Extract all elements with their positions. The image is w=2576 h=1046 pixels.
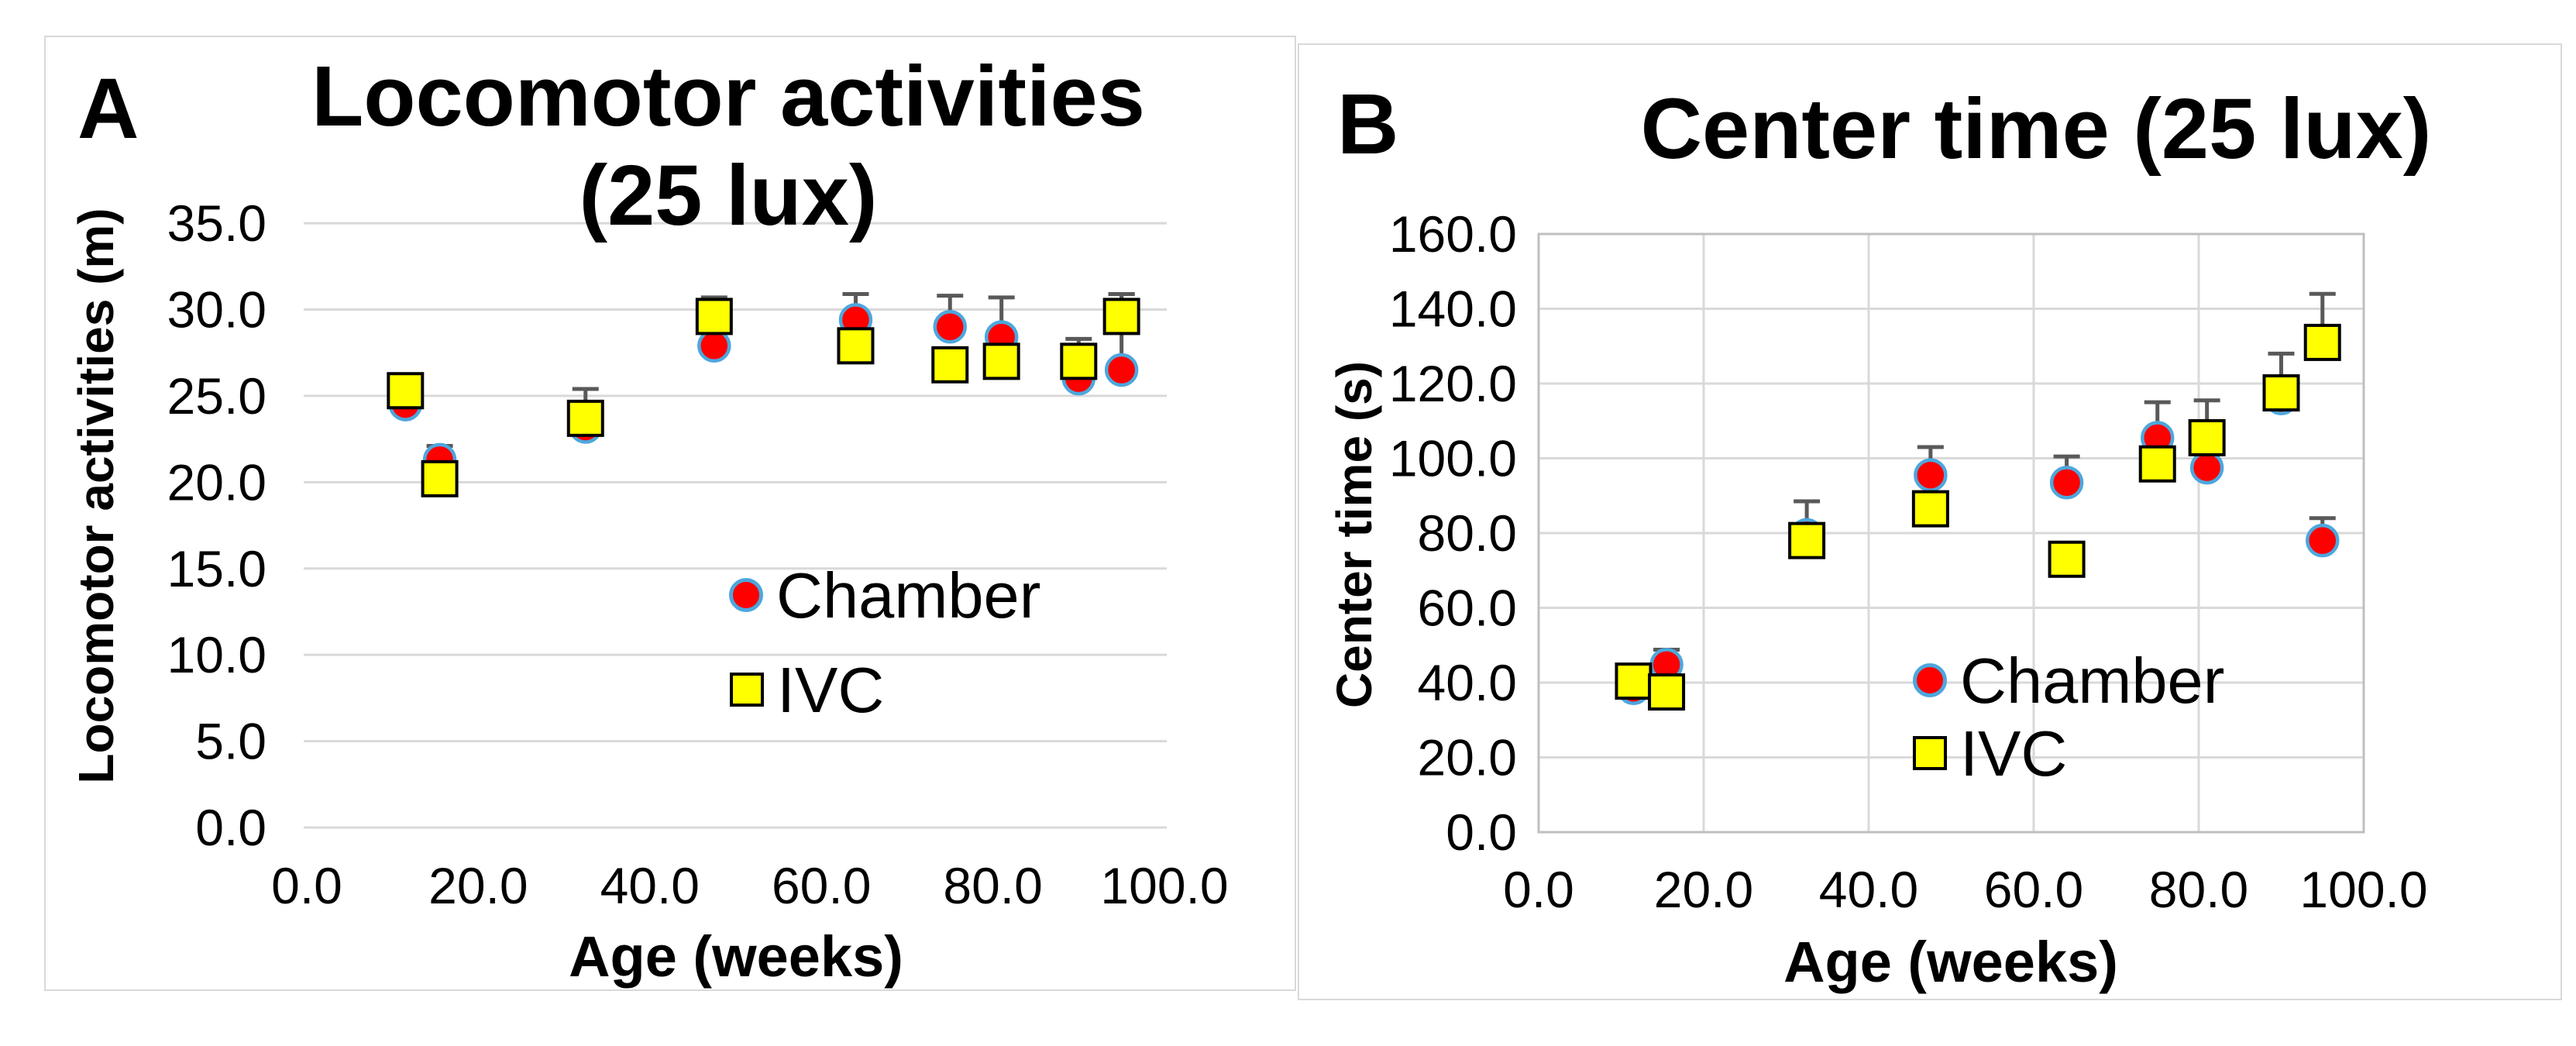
data-point-ivc: [1788, 521, 1826, 559]
x-axis-tick-label: 0.0: [1503, 861, 1574, 918]
y-axis-tick-label: 120.0: [1389, 355, 1517, 412]
data-point-ivc: [2188, 418, 2226, 456]
y-axis-tick-label: 20.0: [1418, 729, 1517, 786]
data-point-ivc: [2303, 323, 2341, 361]
plot-border: [1537, 232, 2365, 834]
data-point-ivc: [931, 346, 969, 384]
data-point-ivc: [2138, 445, 2176, 483]
data-point-ivc: [1102, 298, 1140, 335]
y-axis-tick-label: 40.0: [1418, 654, 1517, 711]
x-axis-tick-label: 20.0: [1654, 861, 1753, 918]
data-point-ivc: [1615, 662, 1653, 700]
data-point-chamber: [2189, 450, 2224, 485]
panel-b-letter: B: [1337, 77, 1399, 172]
x-axis-tick-label: 80.0: [2149, 861, 2248, 918]
data-point-chamber: [2306, 523, 2340, 558]
x-axis-tick-label: 60.0: [1984, 861, 2083, 918]
y-axis-tick-label: 10.0: [167, 626, 267, 683]
legend-label-chamber: Chamber: [1960, 644, 2225, 717]
x-axis-tick-label: 60.0: [772, 857, 871, 914]
y-axis-tick-label: 30.0: [167, 281, 267, 339]
y-axis-tick-label: 140.0: [1389, 280, 1517, 338]
ivc-square-icon: [1913, 736, 1947, 770]
data-point-chamber: [697, 329, 731, 363]
panel-a-card: [44, 36, 1296, 991]
y-axis-tick-label: 80.0: [1418, 504, 1517, 562]
legend-label-ivc: IVC: [777, 653, 885, 726]
legend-label-chamber: Chamber: [776, 559, 1041, 631]
x-axis-tick-label: 20.0: [428, 857, 528, 914]
panel-a-title-line1: Locomotor activities: [311, 49, 1145, 144]
y-axis-tick-label: 15.0: [167, 540, 267, 597]
data-point-ivc: [2262, 374, 2300, 412]
panel-b-title: Center time (25 lux): [1640, 81, 2432, 177]
data-point-ivc: [387, 372, 425, 410]
data-point-ivc: [1648, 673, 1686, 711]
data-point-ivc: [695, 298, 733, 335]
data-point-ivc: [2048, 540, 2086, 578]
data-point-chamber: [1914, 458, 1948, 492]
panel-a-legend-item-chamber: Chamber: [729, 561, 1040, 629]
x-axis-tick-label: 0.0: [271, 857, 342, 914]
legend-label-ivc: IVC: [1960, 717, 2068, 790]
chamber-circle-icon: [1913, 663, 1947, 697]
x-axis-tick-label: 80.0: [943, 857, 1042, 914]
x-axis-tick-label: 100.0: [1100, 857, 1228, 914]
data-point-ivc: [1060, 342, 1098, 380]
data-point-chamber: [2049, 466, 2084, 500]
panel-b-legend-item-chamber: Chamber: [1913, 646, 2224, 714]
x-axis-tick-label: 40.0: [600, 857, 700, 914]
panel-a-title-line2: (25 lux): [579, 148, 878, 243]
x-axis-tick-label: 100.0: [2299, 861, 2427, 918]
panel-a-legend-item-ivc: IVC: [730, 655, 884, 724]
x-axis-tick-label: 40.0: [1819, 861, 1918, 918]
data-point-ivc: [1911, 490, 1949, 528]
y-axis-tick-label: 5.0: [195, 713, 267, 770]
panel-b-legend-item-ivc: IVC: [1913, 719, 2067, 787]
panel-a-x-axis-title: Age (weeks): [569, 924, 903, 989]
panel-a-y-axis-title: Locomotor activities (m): [68, 208, 124, 784]
y-axis-tick-label: 20.0: [167, 453, 267, 511]
y-axis-tick-label: 0.0: [195, 799, 267, 856]
panel-b-y-axis-title: Center time (s): [1326, 360, 1382, 709]
y-axis-tick-label: 0.0: [1446, 803, 1517, 861]
data-point-chamber: [1104, 353, 1139, 387]
data-point-ivc: [566, 399, 604, 437]
y-axis-tick-label: 160.0: [1389, 205, 1517, 263]
y-axis-tick-label: 60.0: [1418, 580, 1517, 637]
ivc-square-icon: [730, 673, 764, 707]
panel-a-letter: A: [77, 61, 139, 157]
chamber-circle-icon: [729, 578, 763, 612]
data-point-ivc: [421, 459, 459, 497]
panel-b-x-axis-title: Age (weeks): [1783, 930, 2118, 994]
y-axis-tick-label: 100.0: [1389, 430, 1517, 487]
data-point-ivc: [982, 342, 1020, 380]
data-point-chamber: [933, 310, 967, 344]
y-axis-tick-label: 25.0: [167, 367, 267, 425]
y-axis-tick-label: 35.0: [167, 194, 267, 252]
data-point-ivc: [837, 327, 875, 365]
